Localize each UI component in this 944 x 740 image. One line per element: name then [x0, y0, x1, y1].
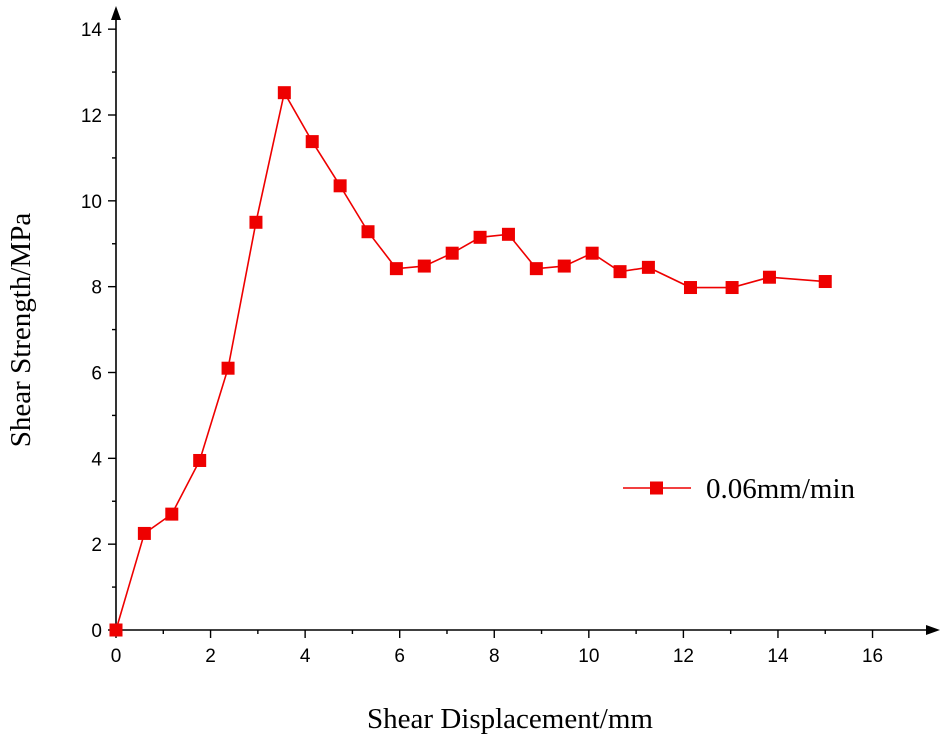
- y-tick-label: 8: [91, 278, 102, 299]
- x-tick-label: 8: [489, 646, 500, 667]
- x-tick-label: 14: [767, 646, 789, 667]
- data-point: [249, 215, 263, 229]
- x-tick-label: 10: [578, 646, 599, 667]
- x-ticks: 0 2 4 6 8 10 12 14 16: [111, 630, 883, 667]
- data-point: [818, 275, 832, 289]
- data-point: [277, 86, 291, 100]
- y-tick-label: 6: [91, 364, 102, 385]
- x-axis-arrow: [926, 625, 940, 635]
- y-tick-label: 14: [81, 20, 103, 41]
- data-point: [557, 259, 571, 273]
- x-tick-label: 16: [862, 646, 883, 667]
- x-tick-label: 2: [205, 646, 216, 667]
- data-point: [473, 230, 487, 244]
- data-point: [137, 526, 151, 540]
- data-point: [585, 246, 599, 260]
- data-point: [501, 227, 515, 241]
- y-axis-title: Shear Strength/MPa: [5, 213, 37, 448]
- data-point: [165, 507, 179, 521]
- data-point: [221, 361, 235, 375]
- y-ticks: 0 2 4 6 8 10 12 14: [81, 20, 116, 642]
- data-point: [683, 281, 697, 295]
- y-tick-label: 2: [91, 535, 102, 556]
- y-tick-label: 12: [81, 106, 102, 127]
- data-point: [417, 259, 431, 273]
- data-point: [389, 262, 403, 276]
- data-point: [613, 265, 627, 279]
- series-line: [115, 90, 826, 631]
- y-tick-label: 4: [91, 449, 102, 470]
- data-point: [445, 246, 459, 260]
- x-axis-title: Shear Displacement/mm: [367, 703, 653, 735]
- data-point: [529, 262, 543, 276]
- y-tick-label: 10: [81, 192, 102, 213]
- data-point: [109, 623, 123, 637]
- y-axis-arrow: [111, 6, 121, 20]
- data-point: [725, 281, 739, 295]
- data-point: [333, 179, 347, 193]
- data-point: [762, 270, 776, 284]
- data-point: [641, 260, 655, 274]
- series-layer: [109, 86, 832, 637]
- axes: [111, 6, 940, 635]
- y-tick-label: 0: [91, 621, 102, 642]
- legend-marker: [650, 481, 663, 495]
- x-tick-label: 0: [111, 646, 122, 667]
- x-tick-label: 4: [300, 646, 311, 667]
- legend-label: 0.06mm/min: [706, 473, 856, 505]
- data-point: [193, 453, 207, 467]
- data-point: [361, 225, 375, 239]
- x-tick-label: 12: [673, 646, 694, 667]
- legend: 0.06mm/min: [623, 473, 856, 505]
- data-point: [305, 135, 319, 149]
- x-tick-label: 6: [394, 646, 405, 667]
